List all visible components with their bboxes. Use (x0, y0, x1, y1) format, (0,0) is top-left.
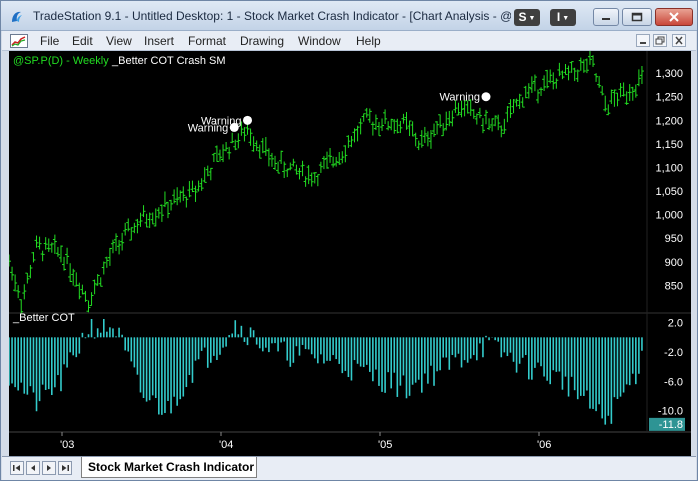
previous-tab-button[interactable] (26, 461, 40, 475)
time-tick-label: '04 (219, 439, 233, 451)
minimize-button[interactable] (593, 8, 619, 26)
price-tick-label: 1,300 (655, 68, 683, 80)
menu-help[interactable]: Help (356, 34, 381, 48)
time-tick-label: '03 (60, 439, 74, 451)
time-tick-label: '06 (537, 439, 551, 451)
close-icon (669, 12, 679, 22)
last-value-label: -11.8 (659, 419, 683, 431)
menu-view[interactable]: View (106, 34, 132, 48)
price-tick-label: 1,050 (655, 186, 683, 198)
menu-file[interactable]: File (40, 34, 60, 48)
minimize-icon (640, 42, 646, 44)
indicator-tick-label: -10.0 (658, 406, 683, 418)
symbol-label: @SP.P(D) - Weekly (13, 55, 109, 67)
maximize-button[interactable] (622, 8, 652, 26)
indicator-tick-label: 2.0 (668, 318, 683, 330)
warning-marker (229, 122, 239, 132)
warning-label: Warning (439, 92, 480, 104)
warning-label: Warning (201, 115, 242, 127)
price-tick-label: 1,000 (655, 210, 683, 222)
indicator-tick-label: -2.0 (664, 347, 683, 359)
indicator-tick-label: -6.0 (664, 376, 683, 388)
close-button[interactable] (655, 8, 693, 26)
chart-analysis-window[interactable]: @SP.P(D) - Weekly _Better COT Crash SM _Be… (9, 51, 691, 456)
minimize-icon (602, 18, 610, 20)
price-tick-label: 1,250 (655, 92, 683, 104)
price-series (9, 51, 644, 314)
desktop-tab-bar: Stock Market Crash Indicator (2, 456, 696, 480)
last-tab-button[interactable] (58, 461, 72, 475)
price-tick-label: 1,150 (655, 139, 683, 151)
menu-edit[interactable]: Edit (72, 34, 93, 48)
symbol-link-i-button[interactable]: I ▼ (550, 9, 576, 26)
first-icon (13, 465, 20, 471)
warning-label: Warning (188, 122, 229, 134)
symbol-link-i-label: I (556, 10, 561, 24)
tradestation-logo-icon (12, 11, 22, 22)
symbol-link-s-label: S (518, 10, 527, 24)
price-tick-label: 1,200 (655, 115, 683, 127)
title-bar[interactable]: TradeStation 9.1 - Untitled Desktop: 1 -… (1, 1, 697, 31)
chart-window-icon[interactable] (10, 34, 28, 48)
warning-marker (243, 115, 252, 125)
menu-bar: File Edit View Insert Format Drawing Win… (2, 31, 696, 51)
next-tab-button[interactable] (42, 461, 56, 475)
last-icon (62, 465, 69, 471)
first-tab-button[interactable] (10, 461, 24, 475)
study-label: _Better COT Crash SM (111, 55, 226, 67)
next-icon (47, 465, 51, 471)
menu-window[interactable]: Window (298, 34, 341, 48)
menu-insert[interactable]: Insert (144, 34, 175, 48)
child-restore-button[interactable] (653, 34, 667, 47)
price-tick-label: 950 (665, 233, 683, 245)
chart-canvas[interactable]: @SP.P(D) - Weekly _Better COT Crash SM _Be… (9, 51, 691, 456)
menu-format[interactable]: Format (188, 34, 227, 48)
chevron-down-icon: ▼ (528, 15, 536, 22)
restore-icon (655, 36, 665, 45)
indicator-label: _Better COT (12, 312, 75, 324)
window-title: TradeStation 9.1 - Untitled Desktop: 1 -… (33, 9, 511, 23)
restore-icon (631, 12, 643, 22)
indicator-series (9, 319, 643, 425)
symbol-link-s-button[interactable]: S ▼ (514, 9, 540, 26)
price-tick-label: 900 (665, 257, 683, 269)
menu-drawing[interactable]: Drawing (240, 34, 285, 48)
child-close-button[interactable] (672, 34, 686, 47)
child-minimize-button[interactable] (636, 34, 650, 47)
last-value-box (649, 417, 685, 431)
price-tick-label: 850 (665, 280, 683, 292)
chevron-down-icon: ▼ (562, 15, 570, 22)
tab-stock-market-crash-indicator[interactable]: Stock Market Crash Indicator (81, 457, 257, 478)
time-tick-label: '05 (378, 439, 392, 451)
previous-icon (31, 465, 35, 471)
warning-marker (481, 92, 491, 102)
price-tick-label: 1,100 (655, 162, 683, 174)
close-icon (675, 36, 683, 45)
